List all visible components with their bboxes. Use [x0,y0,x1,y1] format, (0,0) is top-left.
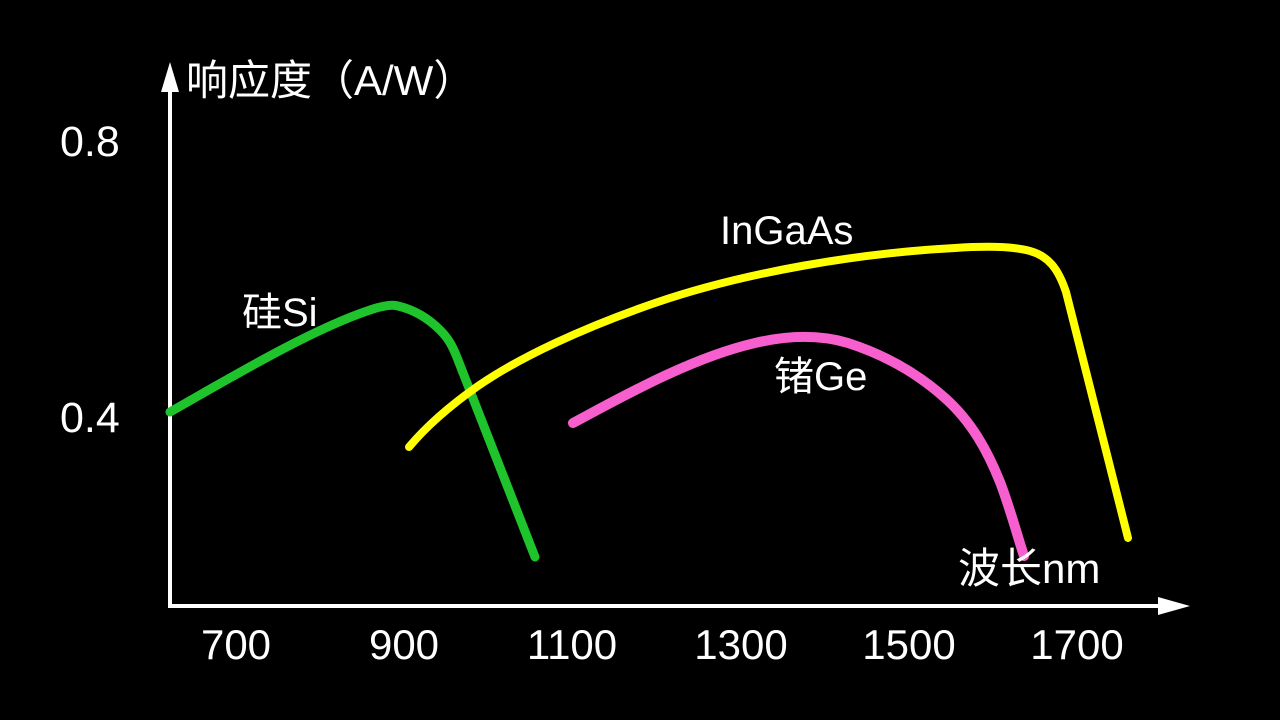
x-axis-arrowhead-icon [1158,597,1190,615]
y-tick-0-4: 0.4 [60,394,120,442]
curve-ge [568,332,1029,561]
x-tick-1700: 1700 [1030,621,1124,668]
x-axis-title: 波长nm [958,545,1101,592]
curve-label-ge: 锗Ge [774,355,868,399]
curve-si [165,300,540,562]
x-tick-900: 900 [368,621,440,668]
curve-label-si: 硅Si [242,291,318,335]
y-tick-0-8: 0.8 [60,118,120,166]
curve-ingaas [405,242,1132,542]
x-tick-1300: 1300 [694,621,788,668]
curve-label-ingaas: InGaAs [720,209,854,253]
y-axis-title: 响应度（A/W） [186,57,476,104]
y-axis-arrowhead-icon [161,62,179,92]
x-tick-1100: 1100 [526,621,618,668]
x-tick-700: 700 [200,621,272,668]
x-tick-1500: 1500 [862,621,956,668]
